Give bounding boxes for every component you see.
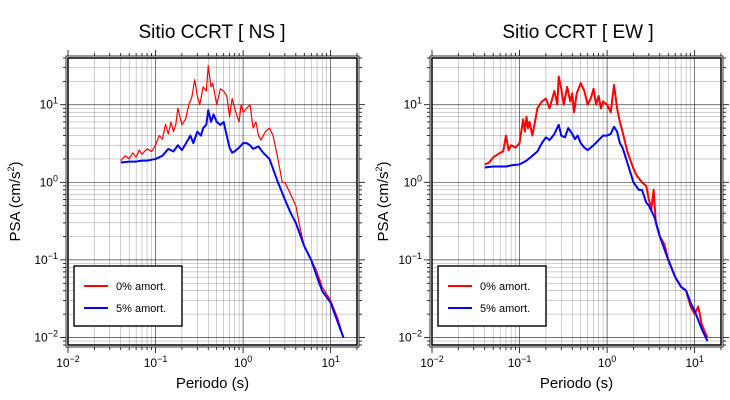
x-tick-label: 10−2 <box>420 354 444 370</box>
legend-box <box>437 265 547 327</box>
y-tick-label: 100 <box>40 173 58 189</box>
y-axis-label: PSA (cm/s2) <box>6 161 24 241</box>
legend-label: 5% amort. <box>116 303 166 315</box>
legend: 0% amort. 5% amort. <box>437 265 547 327</box>
plot-frame <box>67 57 358 346</box>
tick-marks <box>60 50 365 353</box>
legend-label: 0% amort. <box>480 281 530 293</box>
series-line-amort-5 <box>120 109 345 338</box>
x-axis-label: Periodo (s) <box>176 375 249 392</box>
chart-panel-ns: Sitio CCRT [ NS ] 10−2 10−1 100 101 10−2 10−1 1… <box>6 22 365 392</box>
y-tick-label: 10−2 <box>34 328 58 344</box>
series-line-amort-5 <box>484 123 709 342</box>
y-tick-label: 101 <box>404 96 422 112</box>
x-tick-label: 101 <box>321 354 339 370</box>
y-tick-label: 100 <box>404 173 422 189</box>
x-tick-label: 101 <box>685 354 703 370</box>
plot-frame-outer <box>65 55 360 348</box>
x-tick-label: 100 <box>234 354 252 370</box>
chart-panel-ew: Sitio CCRT [ EW ] 10−2 10−1 100 101 10−2 10−1 1… <box>374 22 729 392</box>
y-tick-label: 10−1 <box>398 251 422 267</box>
y-tick-label: 10−1 <box>34 251 58 267</box>
y-axis-label: PSA (cm/s2) <box>374 161 392 241</box>
chart-title: Sitio CCRT [ NS ] <box>138 22 285 43</box>
chart-title: Sitio CCRT [ EW ] <box>502 22 653 43</box>
x-tick-label: 10−1 <box>508 354 532 370</box>
x-tick-label: 100 <box>598 354 616 370</box>
legend: 0% amort. 5% amort. <box>73 265 183 327</box>
legend-label: 5% amort. <box>480 303 530 315</box>
plot-frame-outer <box>429 55 724 348</box>
legend-box <box>73 265 183 327</box>
x-tick-label: 10−2 <box>56 354 80 370</box>
plot-frame <box>431 57 722 346</box>
x-axis-label: Periodo (s) <box>540 375 613 392</box>
series-line-amort-0 <box>120 64 345 338</box>
y-tick-label: 10−2 <box>398 328 422 344</box>
x-tick-label: 10−1 <box>144 354 168 370</box>
tick-marks <box>424 50 729 353</box>
legend-label: 0% amort. <box>116 281 166 293</box>
y-tick-label: 101 <box>40 96 58 112</box>
